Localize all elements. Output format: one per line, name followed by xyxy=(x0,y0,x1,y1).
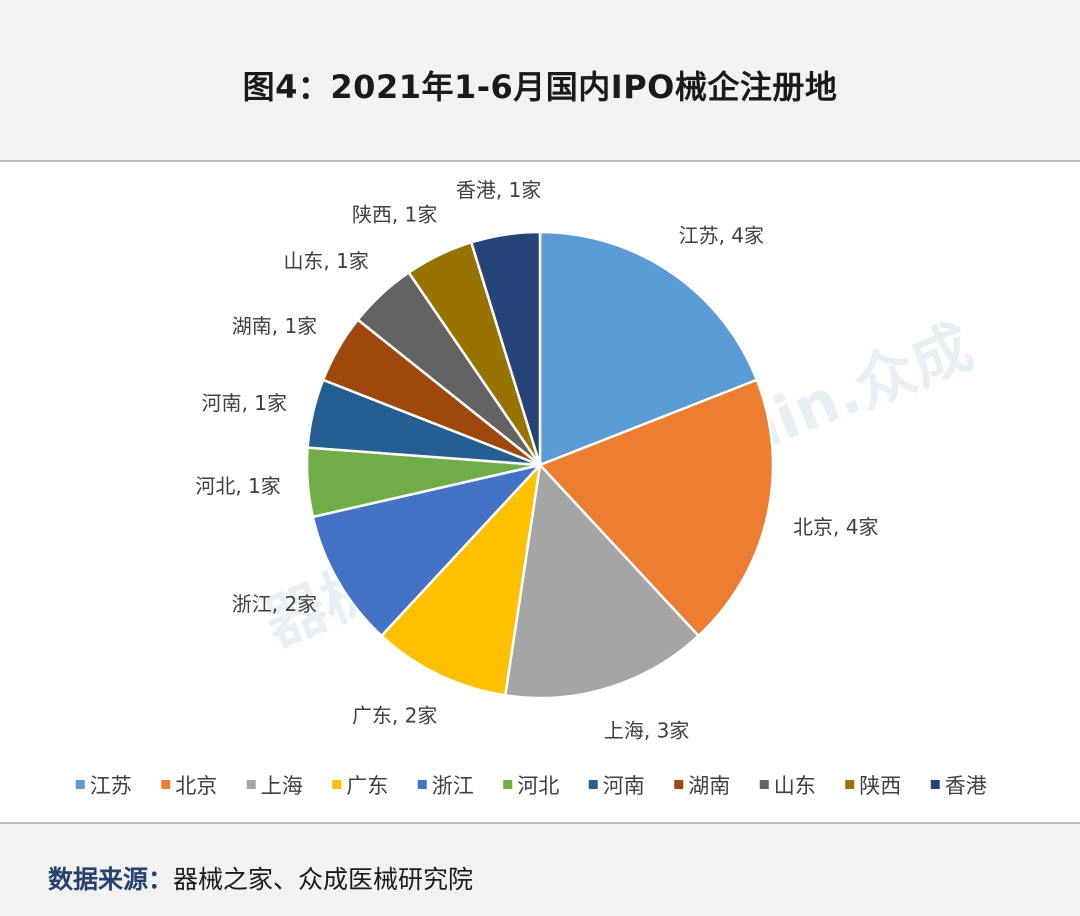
pie-slice-0 xyxy=(538,230,759,467)
pie-slice-1 xyxy=(537,378,775,638)
data-label-4: 浙江, 2家 xyxy=(232,592,317,616)
legend-label-5: 河北 xyxy=(517,774,559,798)
data-label-10: 香港, 1家 xyxy=(456,178,541,202)
legend-swatch-5 xyxy=(503,780,513,789)
legend-label-1: 北京 xyxy=(175,774,217,798)
legend-label-6: 河南 xyxy=(603,774,645,798)
legend-swatch-10 xyxy=(930,780,940,789)
legend-swatch-1 xyxy=(161,780,171,789)
data-label-8: 山东, 1家 xyxy=(283,249,368,273)
pie-slice-10 xyxy=(469,230,542,466)
data-label-7: 湖南, 1家 xyxy=(232,314,317,338)
data-label-0: 江苏, 4家 xyxy=(679,223,764,247)
legend-label-0: 江苏 xyxy=(90,774,132,798)
legend-swatch-8 xyxy=(759,780,769,789)
legend-label-3: 广东 xyxy=(346,774,388,798)
data-source: 数据来源：器械之家、众成医械研究院 xyxy=(48,860,473,896)
pie-slice-3 xyxy=(379,461,542,697)
legend-swatch-7 xyxy=(674,780,684,789)
legend-swatch-4 xyxy=(417,780,427,789)
data-label-3: 广东, 2家 xyxy=(352,704,437,728)
legend-label-8: 山东 xyxy=(774,774,816,798)
source-label: 数据来源： xyxy=(48,865,174,894)
legend-label-10: 香港 xyxy=(945,774,987,798)
source-text: 器械之家、众成医械研究院 xyxy=(173,865,474,894)
legend-swatch-6 xyxy=(588,780,598,789)
data-label-6: 河南, 1家 xyxy=(202,391,287,415)
footer: 数据来源：器械之家、众成医械研究院 xyxy=(0,826,1080,916)
legend-swatch-2 xyxy=(246,780,256,789)
legend-swatch-3 xyxy=(332,780,342,789)
data-label-9: 陕西, 1家 xyxy=(352,203,437,227)
data-label-2: 上海, 3家 xyxy=(604,719,689,743)
pie-slice-2 xyxy=(503,462,701,700)
legend-swatch-9 xyxy=(845,780,855,789)
data-label-5: 河北, 1家 xyxy=(195,474,280,498)
legend-label-2: 上海 xyxy=(261,774,303,798)
header: 图4：2021年1-6月国内IPO械企注册地 xyxy=(0,0,1080,158)
legend-label-9: 陕西 xyxy=(859,774,901,798)
data-label-1: 北京, 4家 xyxy=(793,515,878,539)
legend-swatch-0 xyxy=(75,780,85,789)
pie-slice-4 xyxy=(311,462,544,638)
legend-label-4: 浙江 xyxy=(432,774,474,798)
legend-label-7: 湖南 xyxy=(688,774,730,798)
chart-title: 图4：2021年1-6月国内IPO械企注册地 xyxy=(242,68,838,106)
